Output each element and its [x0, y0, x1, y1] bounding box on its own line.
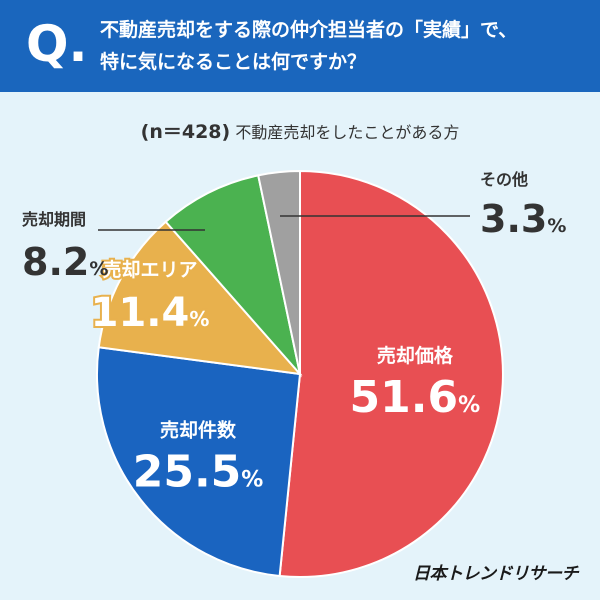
slice-value-4: 8.2%	[22, 240, 108, 284]
slice-label-1: 売却価格	[377, 344, 454, 367]
slice-label-3: 売却エリア	[103, 258, 198, 281]
pie-slice-5	[257, 169, 301, 375]
slice-label-4: 売却期間	[22, 210, 86, 229]
sample-description: 不動産売却をしたことがある方	[235, 123, 460, 142]
question-header: Q. 不動産売却をする際の仲介担当者の「実績」で、 特に気になることは何ですか？	[0, 0, 600, 92]
slice-label-2: 売却件数	[160, 419, 237, 442]
question-text-line2: 特に気になることは何ですか？	[100, 51, 367, 73]
pie-slice-2	[96, 346, 302, 578]
slice-value-5: 3.3%	[480, 197, 566, 241]
slice-value-1: 51.6%	[350, 372, 481, 423]
question-mark: Q.	[26, 15, 88, 73]
sample-note: (n＝428) 不動産売却をしたことがある方	[0, 117, 600, 144]
slice-value-2: 25.5%	[133, 447, 264, 498]
slice-value-3: 11.4%	[91, 290, 210, 336]
sample-size: (n＝428)	[140, 121, 231, 143]
slice-label-5: その他	[480, 170, 528, 189]
pie-slice-3	[97, 220, 303, 376]
pie-slice-1	[278, 169, 504, 578]
brand-logo: 日本トレンドリサーチ	[413, 564, 579, 584]
question-text-line1: 不動産売却をする際の仲介担当者の「実績」で、	[100, 19, 518, 41]
pie-slice-4	[164, 174, 302, 378]
